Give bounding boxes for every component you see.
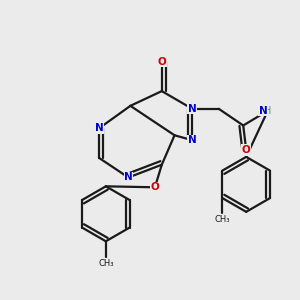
Text: N: N xyxy=(188,135,197,145)
Text: N: N xyxy=(124,172,133,182)
Text: CH₃: CH₃ xyxy=(98,260,114,268)
Text: H: H xyxy=(264,106,272,116)
Text: N: N xyxy=(259,106,268,116)
Text: N: N xyxy=(94,123,103,134)
Text: O: O xyxy=(151,182,159,192)
Text: CH₃: CH₃ xyxy=(214,215,230,224)
Text: O: O xyxy=(158,57,166,67)
Text: O: O xyxy=(242,145,250,155)
Text: N: N xyxy=(188,104,197,114)
